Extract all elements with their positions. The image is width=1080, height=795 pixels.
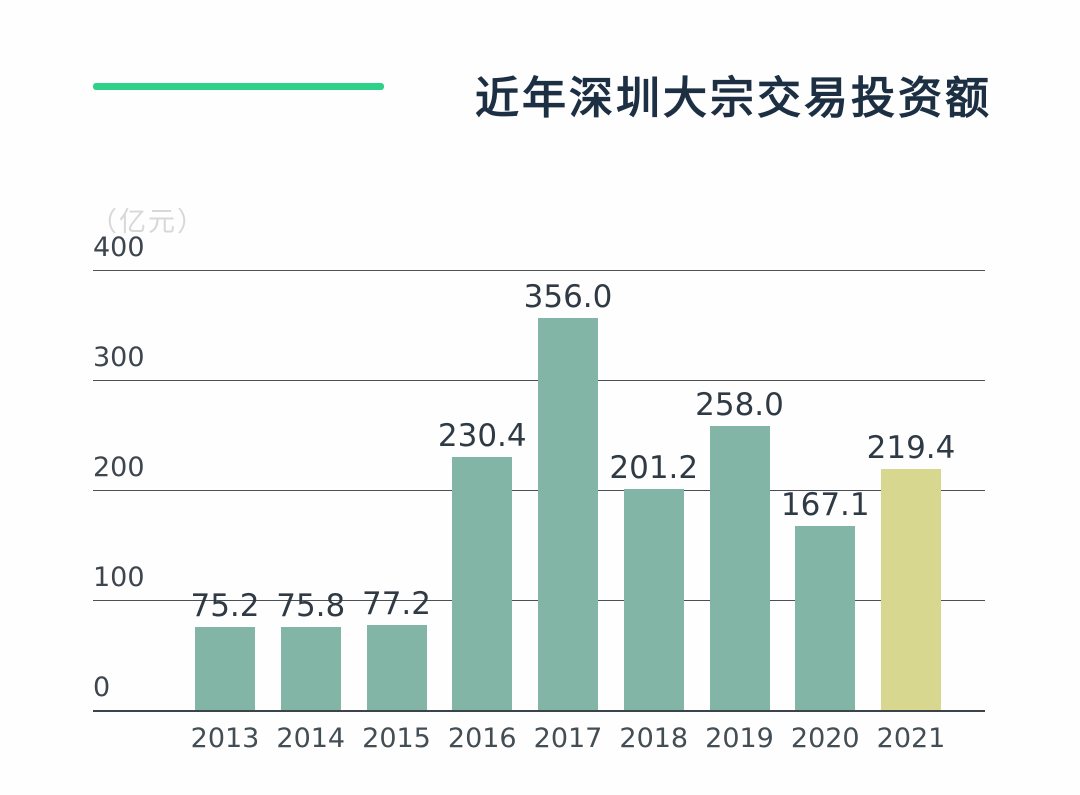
y-axis-unit-label: （亿元）	[90, 207, 206, 238]
x-tick-label-2013: 2013	[190, 723, 260, 754]
y-tick-label-300: 300	[93, 342, 145, 373]
bar-value-label-2015: 77.2	[361, 586, 432, 623]
bar-2013	[195, 627, 255, 710]
y-tick-label-200: 200	[93, 452, 145, 483]
bar-value-label-2019: 258.0	[695, 387, 784, 424]
gridline-0	[93, 710, 985, 712]
bar-value-label-2017: 356.0	[523, 279, 613, 316]
y-tick-label-100: 100	[93, 562, 145, 593]
bar-value-label-2016: 230.4	[437, 417, 527, 454]
bar-2018	[623, 488, 684, 710]
bar-2016	[452, 456, 513, 710]
bar-2015	[366, 625, 427, 710]
bar-value-label-2020: 167.1	[780, 487, 870, 524]
bar-2019	[709, 426, 770, 710]
bar-2014	[280, 626, 341, 710]
y-tick-label-400: 400	[93, 232, 145, 263]
bar-2021	[881, 468, 941, 710]
bar-value-label-2013: 75.2	[190, 588, 260, 625]
x-tick-label-2019: 2019	[705, 723, 774, 754]
chart-title: 近年深圳大宗交易投资额	[475, 73, 992, 124]
x-tick-label-2015: 2015	[362, 723, 431, 754]
x-tick-label-2014: 2014	[276, 723, 346, 754]
x-tick-label-2017: 2017	[533, 723, 603, 754]
bar-value-label-2014: 75.8	[276, 587, 346, 624]
x-tick-label-2018: 2018	[619, 723, 689, 754]
bar-2020	[795, 526, 856, 710]
x-tick-label-2021: 2021	[876, 723, 946, 754]
gridline-400	[93, 270, 985, 271]
bar-value-label-2018: 201.2	[609, 449, 699, 486]
title-accent-line	[93, 83, 384, 90]
x-tick-label-2020: 2020	[790, 723, 860, 754]
x-tick-label-2016: 2016	[447, 723, 517, 754]
y-tick-label-0: 0	[93, 672, 111, 703]
bar-2017	[538, 318, 598, 710]
bar-value-label-2021: 219.4	[866, 429, 956, 466]
